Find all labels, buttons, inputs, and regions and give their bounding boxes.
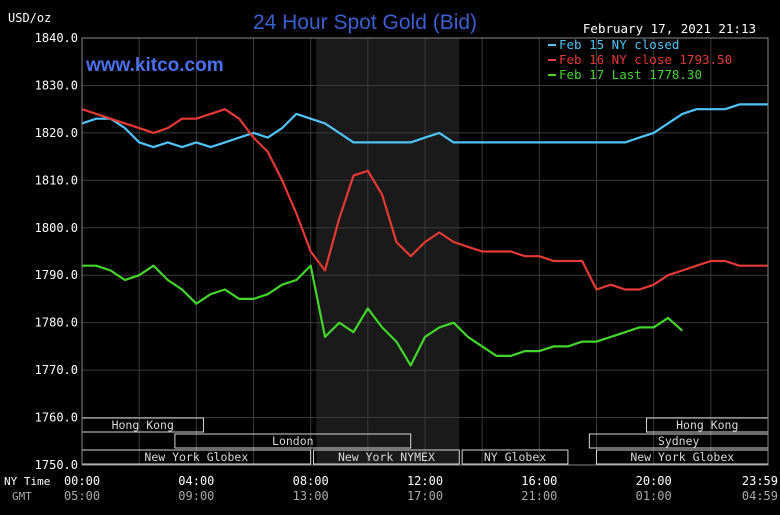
session-label: Sydney bbox=[658, 434, 700, 448]
y-tick-label: 1800.0 bbox=[35, 221, 78, 235]
x-tick-label-ny: 04:00 bbox=[178, 474, 214, 488]
x-tick-label-ny: 12:00 bbox=[407, 474, 443, 488]
x-tick-label-gmt: 01:00 bbox=[636, 489, 672, 503]
y-tick-label: 1830.0 bbox=[35, 78, 78, 92]
ny-time-label: NY Time bbox=[4, 475, 50, 488]
session-label: New York Globex bbox=[144, 450, 248, 464]
x-tick-label-gmt: 04:59 bbox=[742, 489, 778, 503]
legend-label: Feb 16 NY close 1793.50 bbox=[559, 52, 732, 67]
series-line bbox=[82, 264, 684, 367]
y-tick-label: 1780.0 bbox=[35, 316, 78, 330]
x-tick-label-gmt: 13:00 bbox=[293, 489, 329, 503]
y-tick-label: 1750.0 bbox=[35, 458, 78, 472]
y-tick-label: 1790.0 bbox=[35, 268, 78, 282]
session-box bbox=[461, 449, 569, 465]
session-label: Hong Kong bbox=[112, 418, 174, 432]
timestamp: February 17, 2021 21:13 bbox=[583, 21, 756, 36]
session-label: NY Globex bbox=[484, 450, 546, 464]
session-box bbox=[174, 433, 412, 449]
session-label: Hong Kong bbox=[676, 418, 738, 432]
series-line bbox=[81, 108, 768, 291]
nymex-session-shading bbox=[316, 38, 460, 465]
y-axis-ticks: 1840.0 1830.0 1820.0 1810.0 1800.0 1790.0 1780… bbox=[35, 31, 78, 472]
y-tick-label: 1820.0 bbox=[35, 126, 78, 140]
legend-label: Feb 15 NY closed bbox=[559, 37, 679, 52]
x-tick-label-gmt: 21:00 bbox=[521, 489, 557, 503]
y-tick-label: 1760.0 bbox=[35, 411, 78, 425]
x-tick-label-ny: 16:00 bbox=[521, 474, 557, 488]
session-label: New York NYMEX bbox=[338, 450, 435, 464]
price-series bbox=[81, 103, 768, 367]
session-label: London bbox=[272, 434, 314, 448]
x-tick-label-gmt: 17:00 bbox=[407, 489, 443, 503]
series-line bbox=[81, 103, 768, 149]
x-tick-label-ny: 23:59 bbox=[742, 474, 778, 488]
x-tick-label-ny: 20:00 bbox=[636, 474, 672, 488]
gmt-label: GMT bbox=[12, 490, 32, 503]
x-tick-label-gmt: 05:00 bbox=[64, 489, 100, 503]
watermark: www.kitco.com bbox=[85, 55, 224, 76]
session-label: New York Globex bbox=[630, 450, 734, 464]
x-tick-label-ny: 08:00 bbox=[293, 474, 329, 488]
unit-label: USD/oz bbox=[8, 11, 51, 25]
plot-frame bbox=[81, 37, 769, 466]
y-tick-label: 1840.0 bbox=[35, 31, 78, 45]
legend-label: Feb 17 Last 1778.30 bbox=[559, 67, 702, 82]
market-sessions: Hong Kong Hong Kong London Sydney New York G… bbox=[81, 417, 769, 465]
y-tick-label: 1810.0 bbox=[35, 173, 78, 187]
x-tick-label-ny: 00:00 bbox=[64, 474, 100, 488]
y-tick-label: 1770.0 bbox=[35, 363, 78, 377]
x-tick-label-gmt: 09:00 bbox=[178, 489, 214, 503]
session-box bbox=[313, 449, 460, 465]
chart-title: 24 Hour Spot Gold (Bid) bbox=[253, 11, 477, 34]
